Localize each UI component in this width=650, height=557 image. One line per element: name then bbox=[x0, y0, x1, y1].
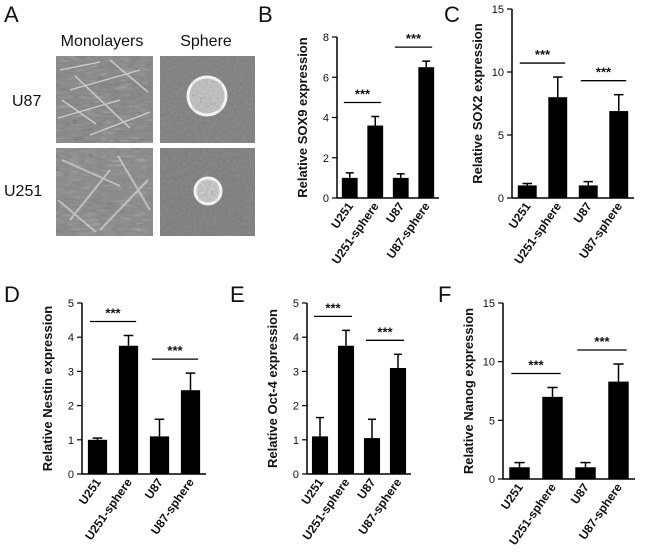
bar-d bbox=[149, 436, 170, 474]
y-tick-label-b: 6 bbox=[323, 72, 329, 84]
bar-b bbox=[367, 125, 384, 198]
bar-d bbox=[118, 345, 139, 474]
y-tick-label-e: 4 bbox=[293, 332, 299, 344]
category-label-c: U251 bbox=[506, 199, 534, 231]
category-label-f: U251 bbox=[498, 480, 526, 512]
y-tick-label-f: 5 bbox=[489, 415, 495, 427]
panel-letter-f: F bbox=[438, 282, 451, 307]
bar-e bbox=[337, 345, 355, 474]
y-tick-label-d: 5 bbox=[68, 298, 74, 310]
y-tick-label-c: 10 bbox=[492, 67, 504, 79]
bar-e bbox=[389, 367, 407, 474]
micrograph-u87-sphere bbox=[160, 56, 255, 143]
significance-label-d: *** bbox=[167, 343, 183, 358]
bar-e bbox=[311, 436, 329, 474]
bar-b bbox=[341, 177, 358, 198]
bar-f bbox=[608, 381, 629, 479]
y-tick-label-e: 5 bbox=[293, 298, 299, 310]
panel-letter-d: D bbox=[4, 282, 20, 307]
significance-label-b: *** bbox=[406, 31, 422, 46]
significance-label-b: *** bbox=[355, 86, 371, 101]
category-label-e: U87 bbox=[354, 475, 378, 501]
bar-b bbox=[392, 177, 409, 198]
y-tick-label-f: 15 bbox=[483, 298, 495, 310]
significance-label-f: *** bbox=[594, 334, 610, 349]
y-tick-label-b: 2 bbox=[323, 153, 329, 165]
micrograph-u87-monolayer bbox=[56, 56, 153, 143]
col-header-monolayers: Monolayers bbox=[61, 33, 144, 50]
bar-c bbox=[548, 97, 568, 198]
bar-d bbox=[180, 390, 201, 474]
significance-label-d: *** bbox=[105, 305, 121, 320]
y-tick-label-e: 0 bbox=[293, 469, 299, 481]
panel-letter-e: E bbox=[230, 282, 245, 307]
significance-label-e: *** bbox=[325, 300, 341, 315]
bar-f bbox=[542, 396, 563, 479]
y-tick-label-f: 0 bbox=[489, 474, 495, 486]
y-axis-title-f: Relative Nanog expression bbox=[461, 308, 476, 474]
panel-a: A Monolayers Sphere U87 U251 bbox=[4, 2, 255, 236]
y-tick-label-b: 8 bbox=[323, 32, 329, 44]
bar-b bbox=[418, 67, 435, 198]
bar-e bbox=[363, 438, 381, 474]
y-tick-label-d: 2 bbox=[68, 401, 74, 413]
micrograph-u251-monolayer bbox=[56, 148, 153, 236]
bar-c bbox=[609, 111, 629, 198]
category-label-d: U87 bbox=[142, 475, 166, 501]
bar-d bbox=[87, 439, 108, 474]
category-label-b: U87 bbox=[383, 199, 407, 225]
bar-c bbox=[517, 185, 537, 198]
row-label-u87: U87 bbox=[12, 93, 41, 110]
y-tick-label-c: 15 bbox=[492, 4, 504, 16]
panel-letter-c: C bbox=[444, 2, 460, 27]
panel-letter-a: A bbox=[4, 2, 19, 27]
significance-label-e: *** bbox=[377, 324, 393, 339]
y-tick-label-e: 3 bbox=[293, 366, 299, 378]
significance-label-c: *** bbox=[535, 47, 551, 62]
y-tick-label-e: 2 bbox=[293, 401, 299, 413]
y-tick-label-c: 5 bbox=[498, 130, 504, 142]
category-label-d: U251 bbox=[76, 475, 104, 507]
category-label-f: U87 bbox=[568, 480, 592, 506]
y-tick-label-d: 3 bbox=[68, 366, 74, 378]
significance-label-c: *** bbox=[596, 65, 612, 80]
y-tick-label-d: 4 bbox=[68, 332, 74, 344]
y-tick-label-c: 0 bbox=[498, 193, 504, 205]
col-header-sphere: Sphere bbox=[180, 33, 232, 50]
bar-f bbox=[575, 467, 596, 479]
panel-letter-b: B bbox=[258, 2, 273, 27]
y-tick-label-b: 4 bbox=[323, 113, 329, 125]
y-axis-title-b: Relative SOX9 expression bbox=[295, 37, 310, 197]
row-label-u251: U251 bbox=[4, 183, 42, 200]
category-label-c: U87 bbox=[571, 199, 595, 225]
bar-c bbox=[578, 185, 598, 198]
y-tick-label-f: 10 bbox=[483, 357, 495, 369]
significance-label-f: *** bbox=[528, 357, 544, 372]
y-tick-label-d: 0 bbox=[68, 469, 74, 481]
y-tick-label-b: 0 bbox=[323, 193, 329, 205]
bar-f bbox=[509, 467, 530, 479]
y-tick-label-d: 1 bbox=[68, 435, 74, 447]
y-axis-title-d: Relative Nestin expression bbox=[40, 306, 55, 472]
micrograph-u251-sphere bbox=[160, 148, 255, 236]
y-axis-title-e: Relative Oct-4 expression bbox=[265, 309, 280, 468]
y-axis-title-c: Relative SOX2 expression bbox=[470, 23, 485, 183]
y-tick-label-e: 1 bbox=[293, 435, 299, 447]
